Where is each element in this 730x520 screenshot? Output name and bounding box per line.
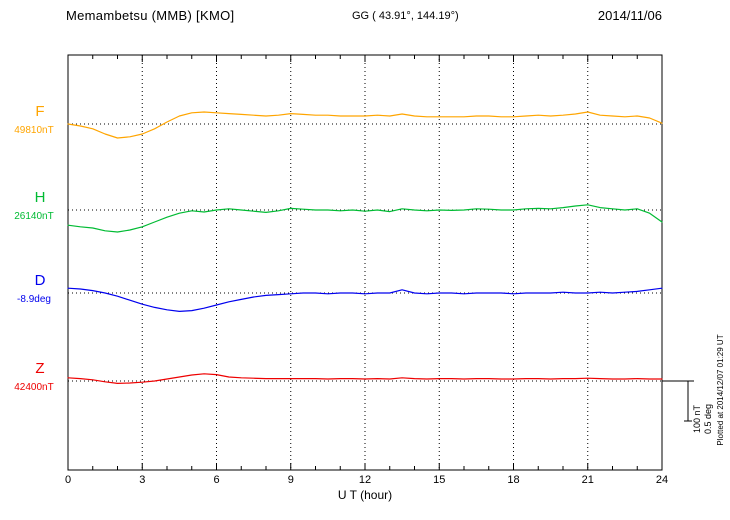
trace-H	[67, 204, 663, 233]
scale-bar-label-nt: 100 nT	[692, 404, 702, 434]
channel-label-Z: Z	[35, 360, 45, 377]
x-tick-label-12: 12	[358, 474, 372, 486]
channel-baseline-value-D: -8.9deg	[17, 294, 51, 305]
x-tick-label-15: 15	[433, 474, 446, 486]
channel-label-H: H	[34, 189, 46, 206]
x-tick-label-0: 0	[64, 474, 72, 486]
channel-baseline-value-H: 26140nT	[14, 211, 54, 222]
x-tick-label-21: 21	[581, 474, 594, 486]
channel-baseline-value-Z: 42400nT	[14, 382, 54, 393]
station-title: Memambetsu (MMB) [KMO]	[66, 8, 235, 23]
channel-baseline-value-F: 49810nT	[14, 125, 54, 136]
x-tick-label-9: 9	[287, 474, 294, 486]
x-tick-label-6: 6	[213, 474, 220, 486]
plotted-at-note: Plotted at 2014/12/07 01:29 UT	[716, 334, 725, 446]
observation-date: 2014/11/06	[597, 8, 662, 23]
geographic-coordinates: GG ( 43.91°, 144.19°)	[352, 10, 459, 22]
scale-bar-label-deg: 0.5 deg	[703, 403, 713, 435]
x-tick-label-3: 3	[139, 474, 146, 486]
trace-F	[67, 111, 663, 139]
channel-label-D: D	[34, 272, 46, 289]
x-tick-label-18: 18	[507, 474, 520, 486]
x-tick-label-24: 24	[655, 474, 669, 486]
trace-Z	[67, 373, 663, 384]
channel-label-F: F	[35, 103, 45, 120]
trace-D	[67, 287, 663, 312]
scale-bar-labels: 100 nT 0.5 deg	[692, 392, 714, 446]
x-axis-title: U T (hour)	[337, 488, 393, 502]
